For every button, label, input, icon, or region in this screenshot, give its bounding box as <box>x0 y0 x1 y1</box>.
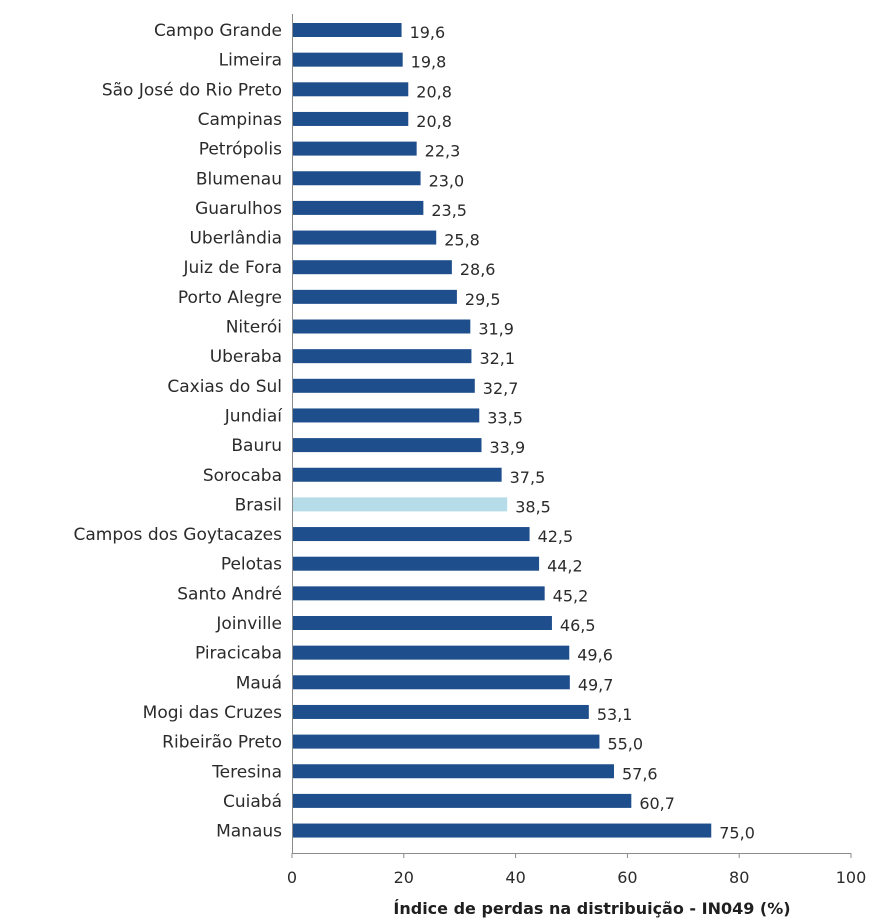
category-label: Santo André <box>177 584 282 604</box>
bar <box>292 200 424 215</box>
bar <box>292 289 457 304</box>
category-label: Jundiaí <box>224 406 283 426</box>
bar <box>292 349 472 364</box>
value-label: 23,5 <box>431 201 467 220</box>
category-label: Niterói <box>226 318 282 338</box>
bar <box>292 527 530 542</box>
category-label: Petrópolis <box>199 140 282 160</box>
bar <box>292 82 409 97</box>
value-label: 49,6 <box>577 646 613 665</box>
value-label: 37,5 <box>510 468 546 487</box>
x-tick-label: 60 <box>617 868 637 887</box>
category-label: Limeira <box>219 51 282 71</box>
bars-layer <box>292 23 712 838</box>
category-label: Brasil <box>235 495 282 515</box>
bar <box>292 675 570 690</box>
x-axis-ticks: 0 20 40 60 80 100 <box>287 853 866 887</box>
category-label: Guarulhos <box>195 199 282 219</box>
bar <box>292 793 632 808</box>
category-label: Bauru <box>231 436 282 456</box>
bar <box>292 319 471 334</box>
bar <box>292 645 570 660</box>
category-label: Piracicaba <box>195 644 282 664</box>
category-label: Campos dos Goytacazes <box>74 525 283 545</box>
bar <box>292 141 417 156</box>
value-label: 29,5 <box>465 290 501 309</box>
value-label: 20,8 <box>416 82 452 101</box>
bar <box>292 23 402 37</box>
value-label: 38,5 <box>515 497 551 516</box>
value-label: 25,8 <box>444 231 480 250</box>
x-tick-label: 0 <box>287 868 297 887</box>
bar <box>292 260 452 275</box>
value-label: 20,8 <box>416 112 452 131</box>
bar <box>292 556 540 571</box>
x-tick-label: 80 <box>729 868 749 887</box>
value-label: 33,9 <box>490 438 526 457</box>
value-label: 22,3 <box>425 142 461 161</box>
x-axis-title: Índice de perdas na distribuição - IN049… <box>393 899 790 918</box>
category-label: Porto Alegre <box>178 288 282 308</box>
category-label: São José do Rio Preto <box>102 80 282 100</box>
category-label: Sorocaba <box>203 466 282 486</box>
bar <box>292 497 508 512</box>
value-label: 45,2 <box>553 586 589 605</box>
category-label: Caxias do Sul <box>167 377 282 397</box>
category-label: Cuiabá <box>223 792 282 812</box>
value-label: 32,1 <box>479 349 515 368</box>
value-label: 33,5 <box>487 408 523 427</box>
category-label: Campinas <box>198 110 283 130</box>
value-label: 32,7 <box>483 379 519 398</box>
bar <box>292 171 421 186</box>
value-label: 46,5 <box>560 616 596 635</box>
bar <box>292 408 480 423</box>
bar <box>292 823 712 838</box>
category-label: Uberlândia <box>189 229 282 249</box>
bar <box>292 704 589 719</box>
category-label: Campo Grande <box>154 21 282 41</box>
category-label: Ribeirão Preto <box>162 733 282 753</box>
bar <box>292 586 545 601</box>
category-label: Teresina <box>211 762 282 782</box>
bar <box>292 764 614 779</box>
value-label: 23,0 <box>429 171 465 190</box>
category-label: Blumenau <box>196 169 282 189</box>
bar <box>292 378 475 393</box>
x-tick-label: 100 <box>836 868 867 887</box>
category-label: Uberaba <box>210 347 282 367</box>
bar <box>292 111 409 126</box>
category-label: Joinville <box>215 614 282 634</box>
category-label: Mogi das Cruzes <box>143 703 282 723</box>
bar <box>292 734 600 749</box>
bar <box>292 616 552 630</box>
category-label: Pelotas <box>221 555 282 575</box>
value-label: 49,7 <box>578 675 614 694</box>
category-label: Mauá <box>236 673 282 693</box>
value-label: 19,8 <box>411 53 447 72</box>
value-label: 44,2 <box>547 557 583 576</box>
value-label: 28,6 <box>460 260 496 279</box>
bar <box>292 467 502 482</box>
x-tick-label: 20 <box>394 868 414 887</box>
value-label: 42,5 <box>538 527 574 546</box>
x-tick-label: 40 <box>505 868 525 887</box>
value-label: 60,7 <box>639 794 675 813</box>
bar <box>292 438 482 453</box>
value-label: 19,6 <box>410 23 446 42</box>
value-label: 55,0 <box>607 735 643 754</box>
value-label: 31,9 <box>478 320 514 339</box>
category-label: Manaus <box>216 822 282 842</box>
value-label: 75,0 <box>719 824 755 843</box>
value-label: 53,1 <box>597 705 633 724</box>
value-label: 57,6 <box>622 764 658 783</box>
category-labels: Campo Grande Limeira São José do Rio Preto… <box>74 21 284 842</box>
value-labels: 19,6 19,8 20,8 20,8 22,3 23,0 23,5 25,8 28,6 29,5… <box>410 23 755 843</box>
bar <box>292 52 403 67</box>
category-label: Juiz de Fora <box>183 258 282 278</box>
bar <box>292 230 437 245</box>
